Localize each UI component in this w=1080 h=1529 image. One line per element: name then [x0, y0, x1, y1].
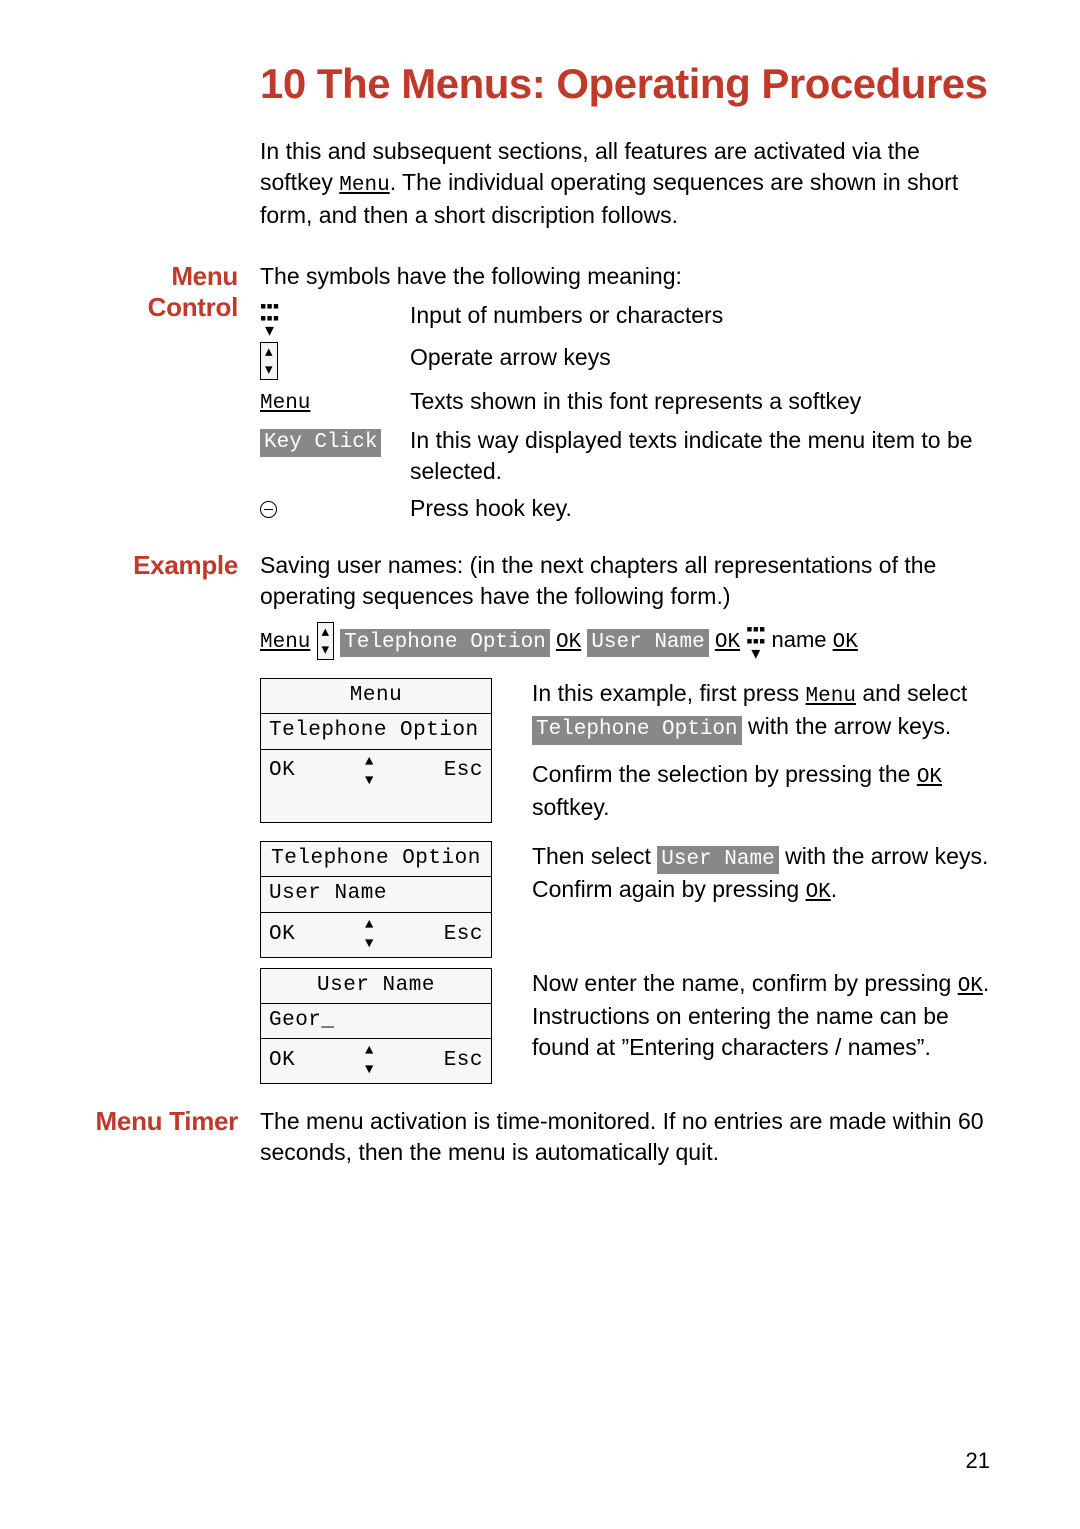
document-page: 10 The Menus: Operating Procedures In th… [0, 0, 1080, 1529]
seq-menu: Menu [260, 631, 310, 654]
intro-paragraph: In this and subsequent sections, all fea… [90, 136, 990, 231]
screen2-right: Esc [444, 921, 483, 949]
pair1-text: In this example, first press Menu and se… [532, 678, 990, 823]
pair1-b: and select [856, 680, 967, 706]
section-menu-timer: Menu Timer The menu activation is time-m… [90, 1106, 990, 1168]
section-example: Example Saving user names: (in the next … [90, 550, 990, 1084]
example-label: Example [90, 550, 260, 581]
pair1b-a: Confirm the selection by pressing the [532, 761, 917, 787]
menu-control-body: The symbols have the following meaning: … [260, 261, 990, 530]
screen1-right: Esc [444, 757, 483, 785]
symbol-desc-softkey: Texts shown in this font represents a so… [410, 386, 990, 417]
menu-control-label: Menu Control [90, 261, 260, 323]
symbol-desc-input: Input of numbers or characters [410, 300, 990, 331]
pair2-text: Then select User Name with the arrow key… [532, 841, 990, 957]
screen3-right: Esc [444, 1047, 483, 1075]
pair1-menu: Menu [806, 685, 856, 708]
pair1-tel: Telephone Option [532, 716, 742, 744]
pair3-a: Now enter the name, confirm by pressing [532, 970, 958, 996]
pair1b-b: softkey. [532, 794, 610, 820]
seq-keypad-icon: ▪▪▪▪▪▪ ▾ [746, 623, 765, 659]
symbol-desc-hook: Press hook key. [410, 493, 990, 524]
symbol-table: ▪▪▪▪▪▪ ▾ Input of numbers or characters … [260, 300, 990, 523]
keypad-icon: ▪▪▪▪▪▪ ▾ [260, 300, 410, 336]
phone-screen-2: Telephone Option User Name OK ▲▼ Esc [260, 841, 492, 957]
screen3-body: Geor_ [261, 1004, 491, 1039]
seq-name-text: name [765, 627, 832, 652]
symbol-row-input: ▪▪▪▪▪▪ ▾ Input of numbers or characters [260, 300, 990, 336]
screen3-header: User Name [261, 969, 491, 1004]
menu-control-lead: The symbols have the following meaning: [260, 261, 990, 292]
pair2-user: User Name [657, 846, 778, 874]
pair3-text: Now enter the name, confirm by pressing … [532, 968, 990, 1084]
pair2-a: Then select [532, 843, 657, 869]
phone-screen-3: User Name Geor_ OK ▲▼ Esc [260, 968, 492, 1084]
chapter-title: 10 The Menus: Operating Procedures [90, 60, 990, 108]
example-pair-2: Telephone Option User Name OK ▲▼ Esc The… [260, 841, 990, 957]
screen2-arrows-icon: ▲▼ [365, 916, 374, 954]
symbol-row-menuitem: Key Click In this way displayed texts in… [260, 425, 990, 487]
screen3-left: OK [269, 1047, 295, 1075]
pair1-a: In this example, first press [532, 680, 806, 706]
screen2-header: Telephone Option [261, 842, 491, 877]
seq-arrow-icon: ▴▾ [317, 622, 335, 660]
pair2-ok: OK [806, 881, 831, 904]
pair1b-ok: OK [917, 766, 942, 789]
menu-timer-label: Menu Timer [90, 1106, 260, 1137]
example-pair-3: User Name Geor_ OK ▲▼ Esc Now enter the … [260, 968, 990, 1084]
arrow-keys-icon: ▴▾ [260, 342, 410, 380]
seq-ok-3: OK [833, 631, 858, 654]
example-body: Saving user names: (in the next chapters… [260, 550, 990, 1084]
seq-user-name: User Name [587, 629, 708, 657]
pair2-c: . [831, 876, 837, 902]
seq-ok-1: OK [556, 631, 581, 654]
screen1-body: Telephone Option [261, 714, 491, 749]
pair3-ok: OK [958, 975, 983, 998]
symbol-row-hook: Press hook key. [260, 493, 990, 524]
example-pair-1: Menu Telephone Option OK ▲▼ Esc In this … [260, 678, 990, 823]
symbol-row-arrows: ▴▾ Operate arrow keys [260, 342, 990, 380]
pair1-c: with the arrow keys. [742, 713, 952, 739]
hook-icon [260, 493, 410, 523]
symbol-row-softkey: Menu Texts shown in this font represents… [260, 386, 990, 418]
page-number: 21 [966, 1448, 990, 1474]
sequence-line: Menu ▴▾ Telephone Option OK User Name OK… [260, 622, 990, 660]
screen1-left: OK [269, 757, 295, 785]
softkey-sample: Menu [260, 392, 310, 415]
phone-screen-1: Menu Telephone Option OK ▲▼ Esc [260, 678, 492, 823]
section-menu-control: Menu Control The symbols have the follow… [90, 261, 990, 530]
menuitem-sample: Key Click [260, 429, 381, 457]
menu-softkey-inline: Menu [339, 174, 389, 197]
symbol-desc-menuitem: In this way displayed texts indicate the… [410, 425, 990, 487]
seq-ok-2: OK [715, 631, 740, 654]
screen1-header: Menu [261, 679, 491, 714]
seq-tel-option: Telephone Option [340, 629, 550, 657]
symbol-desc-arrows: Operate arrow keys [410, 342, 990, 373]
screen2-body: User Name [261, 877, 491, 912]
menu-timer-text: The menu activation is time-monitored. I… [260, 1106, 990, 1168]
screen1-arrows-icon: ▲▼ [365, 753, 374, 791]
example-lead: Saving user names: (in the next chapters… [260, 550, 990, 612]
screen3-arrows-icon: ▲▼ [365, 1042, 374, 1080]
screen2-left: OK [269, 921, 295, 949]
